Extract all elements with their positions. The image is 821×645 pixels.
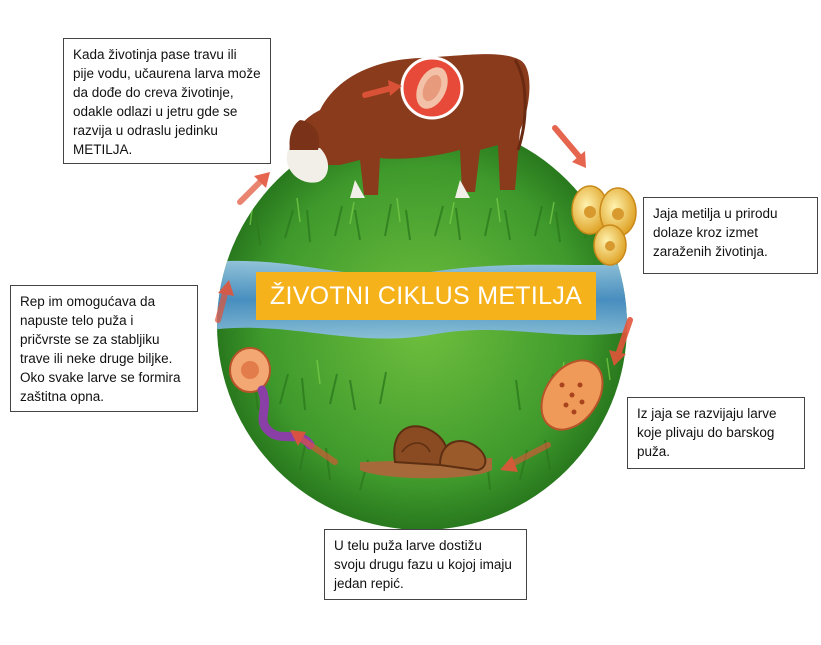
arrow-icon [500, 442, 551, 472]
arrow-icon [290, 430, 338, 465]
diagram-title: ŽIVOTNI CIKLUS METILJA [256, 272, 596, 320]
stage-snail-text: U telu puža larve dostižu svoju drugu fa… [324, 529, 527, 600]
stage-cyst-text: Rep im omogućava da napuste telo puža i … [10, 285, 198, 412]
stage-cow-text: Kada životinja pase travu ili pije vodu,… [63, 38, 271, 164]
snail-illustration [360, 425, 492, 479]
arrow-icon [237, 172, 270, 205]
eggs-illustration [571, 185, 637, 266]
stage-eggs-text: Jaja metilja u prirodu dolaze kroz izmet… [643, 197, 818, 274]
arrow-icon [609, 317, 633, 366]
cow-illustration [286, 54, 530, 198]
larva-illustration [540, 359, 604, 431]
arrow-icon [362, 80, 402, 98]
arrow-icon [552, 125, 586, 168]
stage-larvae-text: Iz jaja se razvijaju larve koje plivaju … [627, 397, 805, 469]
arrow-icon [215, 280, 234, 323]
cycle-arrows [215, 80, 633, 472]
